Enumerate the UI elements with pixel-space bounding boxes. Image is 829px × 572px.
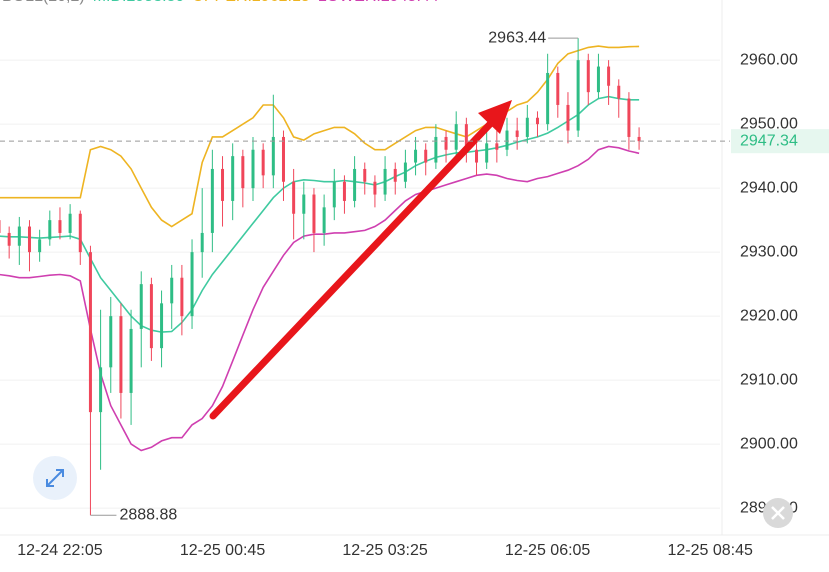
y-tick-label: 2910.00 — [740, 371, 798, 388]
candle-body — [617, 85, 621, 99]
candle-body — [485, 143, 489, 163]
candle-body — [68, 213, 72, 233]
candle-body — [535, 117, 539, 125]
band-line — [0, 145, 640, 452]
x-tick-label: 12-25 08:45 — [667, 542, 753, 559]
candle-body — [48, 220, 52, 240]
candle-body — [139, 284, 143, 329]
candle-body — [332, 181, 336, 208]
min-label: 2888.88 — [119, 507, 177, 524]
candle-body — [38, 239, 42, 253]
close-icon[interactable] — [771, 506, 785, 520]
y-tick-label: 2900.00 — [740, 435, 798, 452]
candle-body — [302, 194, 306, 214]
candle-body — [0, 220, 1, 233]
legend-entry: BOLL(20,2) — [2, 0, 85, 5]
y-tick-label: 2920.00 — [740, 307, 798, 324]
candle-body — [627, 98, 631, 137]
candle-body — [434, 136, 438, 163]
candle-body — [312, 194, 316, 233]
candle-body — [231, 156, 235, 201]
candle-body — [27, 226, 31, 253]
legend-entry: UPPER:2962.15 — [192, 0, 310, 5]
candle-body — [149, 284, 153, 349]
max-label: 2963.44 — [488, 29, 546, 46]
candle-body — [495, 143, 499, 150]
candle-body — [414, 149, 418, 163]
candle-body — [200, 232, 204, 253]
candle-body — [160, 303, 164, 349]
candle-body — [99, 367, 103, 413]
candle-body — [424, 149, 428, 163]
candle-body — [88, 252, 92, 413]
candle-body — [261, 149, 265, 176]
y-tick-label: 2960.00 — [740, 51, 798, 68]
candle-body — [180, 277, 184, 317]
x-tick-label: 12-25 03:25 — [342, 542, 428, 559]
candle-body — [129, 328, 133, 393]
candle-body — [363, 168, 367, 182]
candle-body — [546, 72, 550, 125]
candle-body — [221, 168, 225, 201]
trend-arrowhead — [478, 100, 512, 134]
candle-body — [58, 220, 62, 233]
candle-body — [251, 149, 255, 189]
candle-body — [383, 168, 387, 195]
candle-body — [403, 162, 407, 182]
y-tick-label: 2940.00 — [740, 179, 798, 196]
candle-body — [607, 66, 611, 86]
legend: BOLL(20,2) MID:2953.80 UPPER:2962.15 LOWER:… — [2, 0, 439, 5]
candle-body — [241, 156, 245, 189]
last-price-label: 2947.34 — [740, 132, 798, 149]
band-line — [0, 45, 640, 228]
trend-arrow — [209, 118, 496, 420]
candle-body — [78, 213, 82, 253]
legend-entry: MID:2953.80 — [93, 0, 185, 5]
expand-icon[interactable] — [46, 469, 64, 487]
candle-body — [464, 124, 468, 150]
candle-body — [292, 181, 296, 214]
plot: 2890.002900.002910.002920.002930.002940.… — [0, 29, 798, 559]
candle-body — [17, 226, 21, 246]
candle-body — [373, 181, 377, 195]
candle-body — [505, 130, 509, 150]
candle-body — [586, 60, 590, 93]
candle-body — [353, 168, 357, 201]
legend-entry: LOWER:2945.44 — [318, 0, 439, 5]
y-tick-label: 2930.00 — [740, 243, 798, 260]
candle-body — [515, 130, 519, 137]
candle-body — [210, 168, 214, 233]
candle-body — [342, 181, 346, 201]
candle-body — [566, 104, 570, 131]
candle-body — [475, 149, 479, 163]
last-price-box — [731, 129, 829, 154]
candle-body — [556, 72, 560, 105]
candle-body — [119, 316, 123, 393]
band-line — [0, 95, 640, 333]
close-button[interactable] — [763, 498, 793, 528]
candle-body — [444, 136, 448, 150]
candle-body — [109, 316, 113, 368]
candle-body — [637, 136, 641, 142]
candle-body — [596, 66, 600, 93]
candle-body — [281, 136, 285, 182]
candle-body — [271, 136, 275, 176]
candle-body — [576, 60, 580, 131]
candle-body — [170, 277, 174, 304]
candle-body — [7, 232, 11, 246]
candle-body — [322, 207, 326, 233]
y-tick-label: 2950.00 — [740, 115, 798, 132]
candle-body — [393, 168, 397, 182]
candle-body — [525, 117, 529, 137]
candle-body — [190, 252, 194, 317]
x-tick-label: 12-25 00:45 — [180, 542, 266, 559]
x-tick-label: 12-25 06:05 — [505, 542, 591, 559]
x-tick-label: 12-24 22:05 — [17, 542, 103, 559]
candle-body — [454, 124, 458, 150]
expand-button[interactable] — [33, 456, 77, 500]
